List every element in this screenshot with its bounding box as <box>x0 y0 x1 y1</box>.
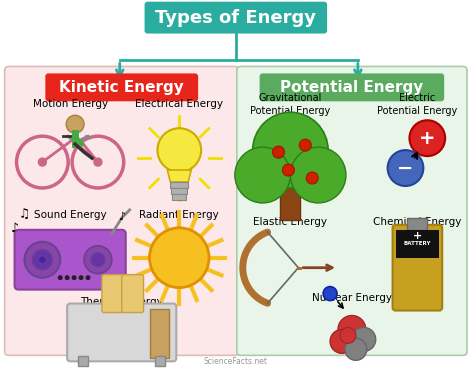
Polygon shape <box>167 170 191 182</box>
Circle shape <box>85 275 91 280</box>
Bar <box>78 356 88 366</box>
Circle shape <box>157 128 201 172</box>
Circle shape <box>283 164 294 176</box>
Text: Potential Energy: Potential Energy <box>280 80 424 95</box>
Circle shape <box>58 275 63 280</box>
Circle shape <box>291 147 346 203</box>
Circle shape <box>25 242 60 277</box>
Circle shape <box>79 275 83 280</box>
Circle shape <box>64 275 70 280</box>
Text: +: + <box>413 231 422 241</box>
Circle shape <box>94 158 102 166</box>
Text: Sound Energy: Sound Energy <box>34 210 107 220</box>
FancyBboxPatch shape <box>102 275 124 313</box>
Bar <box>155 356 165 366</box>
Circle shape <box>253 112 328 188</box>
Text: Kinetic Energy: Kinetic Energy <box>59 80 184 95</box>
Text: ♪: ♪ <box>10 222 18 235</box>
Circle shape <box>323 287 337 301</box>
FancyBboxPatch shape <box>122 275 144 313</box>
Text: Electric
Potential Energy: Electric Potential Energy <box>377 93 457 115</box>
Text: +: + <box>419 129 436 148</box>
Text: −: − <box>397 159 414 177</box>
Circle shape <box>38 158 46 166</box>
Circle shape <box>330 330 354 354</box>
Bar <box>173 194 186 200</box>
Circle shape <box>32 250 52 270</box>
Circle shape <box>410 120 445 156</box>
Circle shape <box>72 275 77 280</box>
Circle shape <box>345 338 367 361</box>
Text: ScienceFacts.net: ScienceFacts.net <box>204 357 268 366</box>
FancyBboxPatch shape <box>15 230 126 290</box>
Text: ♫: ♫ <box>18 208 30 221</box>
Circle shape <box>338 315 366 344</box>
FancyBboxPatch shape <box>237 66 467 355</box>
Bar <box>149 308 169 358</box>
FancyBboxPatch shape <box>67 304 176 361</box>
Circle shape <box>273 146 284 158</box>
Bar <box>171 188 187 194</box>
Text: Chemical Energy: Chemical Energy <box>373 217 462 227</box>
Text: Thermal Energy: Thermal Energy <box>81 297 163 307</box>
FancyBboxPatch shape <box>145 2 327 34</box>
Bar <box>281 180 301 220</box>
Circle shape <box>235 147 291 203</box>
Circle shape <box>306 172 318 184</box>
FancyBboxPatch shape <box>260 73 444 101</box>
FancyBboxPatch shape <box>46 73 198 101</box>
Circle shape <box>299 139 311 151</box>
Bar <box>408 218 428 230</box>
Text: Types of Energy: Types of Energy <box>155 8 316 27</box>
Bar <box>170 182 188 188</box>
Circle shape <box>340 327 356 344</box>
Bar <box>396 230 439 258</box>
Text: Elastic Energy: Elastic Energy <box>254 217 328 227</box>
Text: Gravitational
Potential Energy: Gravitational Potential Energy <box>250 93 330 115</box>
Circle shape <box>352 327 376 351</box>
Circle shape <box>84 246 112 274</box>
Circle shape <box>149 228 209 287</box>
Text: BATTERY: BATTERY <box>404 241 431 246</box>
Text: ♪: ♪ <box>118 212 125 222</box>
Text: Radiant Energy: Radiant Energy <box>139 210 219 220</box>
Circle shape <box>66 115 84 133</box>
Circle shape <box>388 150 423 186</box>
Circle shape <box>91 253 105 267</box>
FancyBboxPatch shape <box>392 225 442 311</box>
Circle shape <box>38 256 46 264</box>
FancyBboxPatch shape <box>5 66 239 355</box>
Text: Electrical Energy: Electrical Energy <box>135 99 223 109</box>
Text: Nuclear Energy: Nuclear Energy <box>312 293 392 303</box>
Text: Motion Energy: Motion Energy <box>33 99 108 109</box>
